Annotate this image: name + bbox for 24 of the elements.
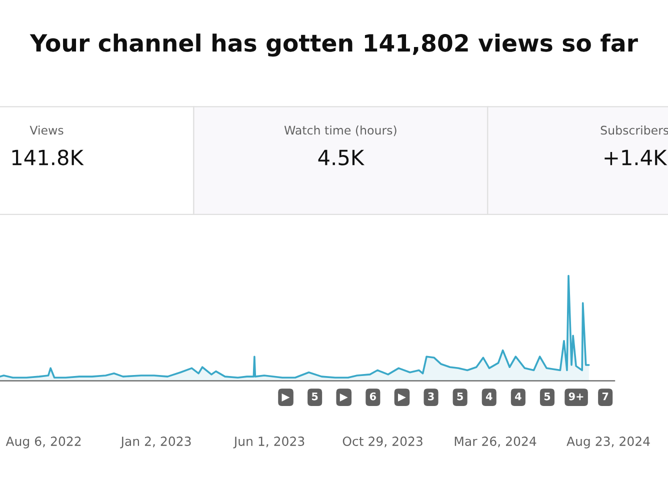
text: 7 xyxy=(602,392,608,400)
x-tick-label: Aug 23, 2024 xyxy=(566,436,650,448)
text: 5 xyxy=(312,392,318,400)
text: ▶ xyxy=(340,393,348,402)
text: 6 xyxy=(370,392,376,400)
text: 141.8K xyxy=(12,150,84,166)
text: +1.4K xyxy=(604,150,668,166)
text: 4 xyxy=(515,392,522,400)
text: ▶ xyxy=(398,393,406,402)
text: 5 xyxy=(544,392,550,400)
chart-title: Your channel has gotten 141,802 views so far xyxy=(30,34,638,57)
x-tick-label: Jan 2, 2023 xyxy=(120,436,191,448)
x-tick-label: Mar 26, 2024 xyxy=(454,436,536,448)
text: 9+ xyxy=(568,392,584,400)
x-tick-label: Jun 1, 2023 xyxy=(233,436,304,448)
text: 5 xyxy=(457,392,463,400)
x-tick-label: Aug 6, 2022 xyxy=(6,436,81,448)
text: ▶ xyxy=(282,393,290,402)
text: Watch time (hours) xyxy=(284,126,396,136)
text: 4 xyxy=(486,392,492,400)
text: 3 xyxy=(428,392,434,400)
text: 4.5K xyxy=(318,150,365,166)
text: Views xyxy=(30,126,64,135)
x-tick-label: Oct 29, 2023 xyxy=(342,436,422,448)
